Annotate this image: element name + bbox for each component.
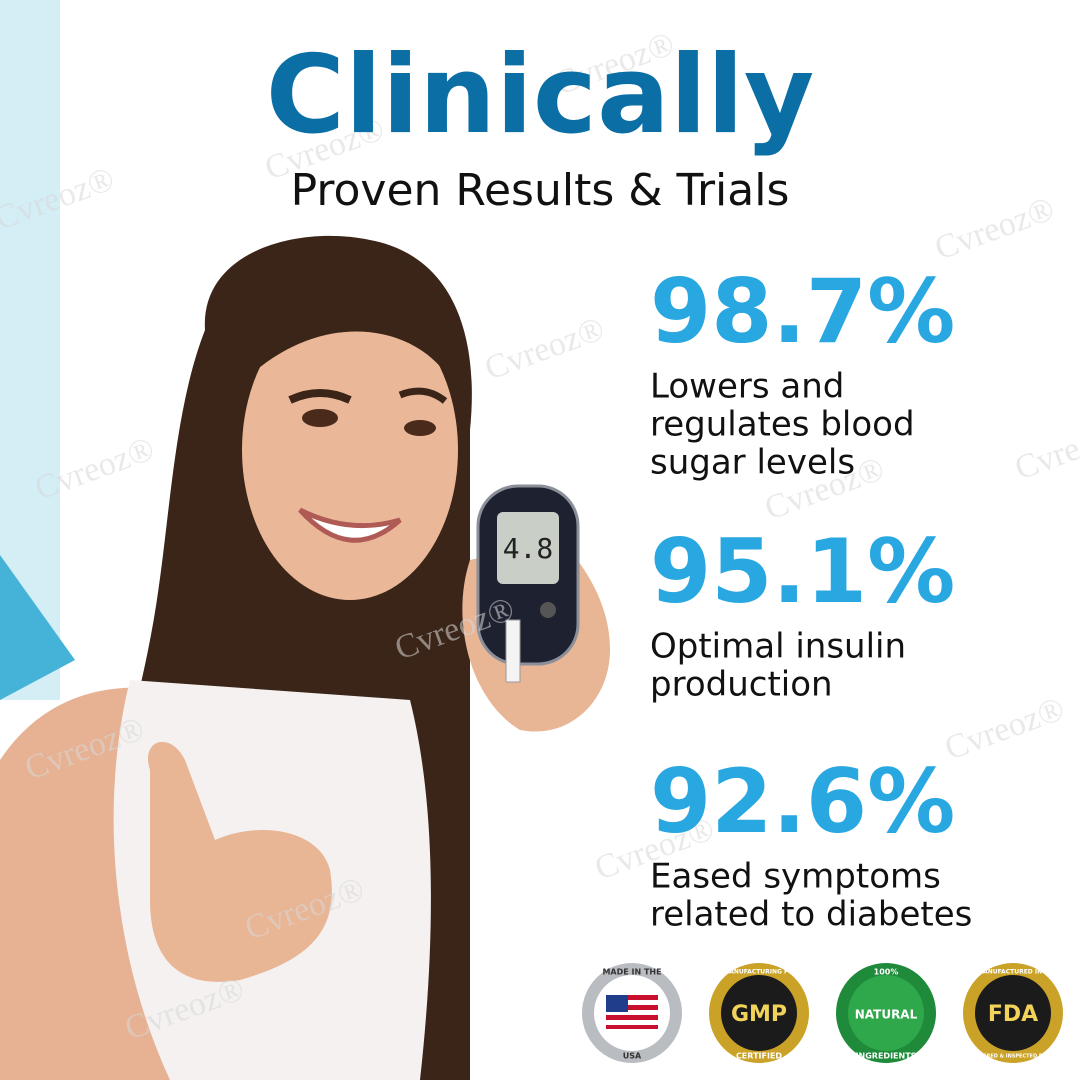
badge: MADE IN THE USA — [582, 963, 682, 1063]
badge-center: FDA — [988, 1002, 1038, 1027]
flag-stripe — [606, 1000, 658, 1005]
badge-bottom: REGISTERED & INSPECTED FACILITY — [963, 1054, 1064, 1060]
badge-center: NATURAL — [855, 1008, 918, 1022]
stat-description: regulates blood — [650, 405, 915, 445]
badges: MADE IN THE USA GOOD MANUFACTURING PRACTIC… — [582, 963, 1064, 1063]
badge-inner — [848, 975, 924, 1051]
badge-bottom: INGREDIENTS — [856, 1052, 917, 1061]
stat-value: 95.1% — [650, 520, 955, 623]
badge-bottom: CERTIFIED — [736, 1052, 782, 1061]
badge-bottom: USA — [623, 1052, 642, 1061]
meter-reading: 4.8 — [503, 532, 554, 565]
stat-description: production — [650, 665, 833, 705]
badge-inner — [721, 975, 797, 1051]
stat-value: 92.6% — [650, 750, 955, 853]
glucose-meter: 4.8 — [476, 484, 580, 683]
stat-description: related to diabetes — [650, 895, 972, 935]
badge: 100% NATURAL INGREDIENTS — [836, 963, 936, 1063]
badge: MANUFACTURED IN A FDA REGISTERED & INSPECT… — [963, 963, 1064, 1063]
badge-center: GMP — [731, 1002, 787, 1027]
side-triangle — [0, 555, 75, 700]
stat-description: Eased symptoms — [650, 857, 941, 897]
stat-description: Lowers and — [650, 367, 844, 407]
badge-top: GOOD MANUFACTURING PRACTICE — [701, 969, 817, 976]
badge: GOOD MANUFACTURING PRACTICE GMP CERTIFIED — [701, 963, 817, 1063]
badge-inner — [975, 975, 1051, 1051]
badge-top: 100% — [874, 968, 899, 977]
stat-value: 98.7% — [650, 260, 955, 363]
stat-description: Optimal insulin — [650, 627, 906, 667]
flag-stripe — [606, 1010, 658, 1015]
subheadline: Proven Results & Trials — [291, 165, 790, 216]
stat-description: sugar levels — [650, 443, 855, 483]
badge-top: MANUFACTURED IN A — [977, 969, 1049, 976]
flag-canton — [606, 995, 628, 1012]
flag-stripe — [606, 1020, 658, 1025]
badge-top: MADE IN THE — [602, 968, 661, 977]
headline: Clinically — [266, 33, 815, 158]
